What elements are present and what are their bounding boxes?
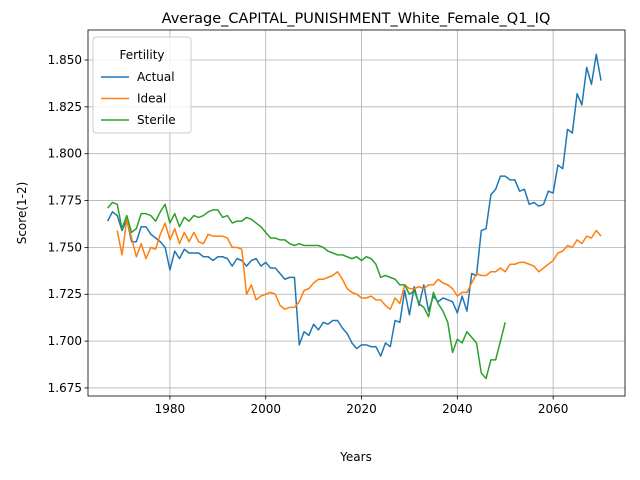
y-tick-label: 1.850 <box>48 53 82 67</box>
x-axis-label: Years <box>339 450 372 464</box>
plot-frame <box>87 29 626 397</box>
legend-label: Ideal <box>137 92 166 106</box>
legend: Fertility Actual Ideal Sterile <box>92 36 192 134</box>
y-tick-label: 1.675 <box>48 381 82 395</box>
chart-title: Average_CAPITAL_PUNISHMENT_White_Female_… <box>162 11 551 27</box>
legend-label: Actual <box>137 70 175 84</box>
x-tick-label: 1980 <box>155 402 186 416</box>
y-tick-label: 1.800 <box>48 147 82 161</box>
x-tick-label: 2060 <box>538 402 569 416</box>
y-tick-label: 1.750 <box>48 240 82 254</box>
y-tick-label: 1.775 <box>48 194 82 208</box>
y-axis-label: Score(1-2) <box>15 182 29 245</box>
x-tick-label: 2040 <box>442 402 473 416</box>
legend-title: Fertility <box>119 48 164 62</box>
series-line <box>107 201 506 380</box>
legend-box <box>92 36 192 134</box>
y-tick-label: 1.700 <box>48 334 82 348</box>
x-tick-label: 2000 <box>250 402 281 416</box>
y-tick-label: 1.825 <box>48 100 82 114</box>
series-line <box>116 218 602 310</box>
x-tick-label: 2020 <box>346 402 377 416</box>
y-tick-label: 1.725 <box>48 287 82 301</box>
series-line <box>106 53 602 357</box>
legend-label: Sterile <box>137 113 176 127</box>
